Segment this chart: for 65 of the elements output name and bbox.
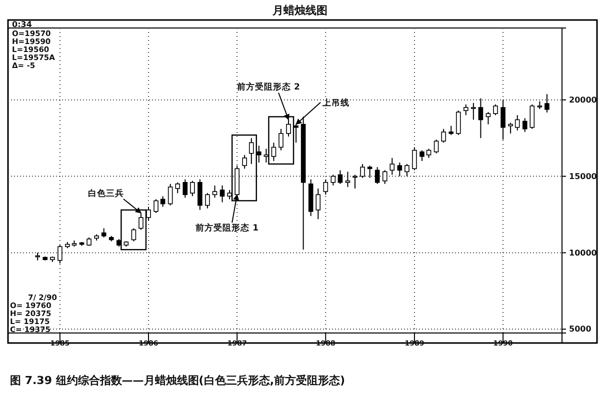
candlestick xyxy=(420,150,424,162)
candlestick xyxy=(168,183,173,206)
annotation: 白色三兵 xyxy=(88,188,124,199)
candlestick xyxy=(434,139,439,154)
candlestick xyxy=(248,138,254,165)
candlestick xyxy=(464,104,468,116)
candlestick xyxy=(138,212,144,230)
candlestick xyxy=(220,184,225,203)
y-tick-label: 20000 xyxy=(569,95,598,104)
candlestick xyxy=(544,94,550,113)
candlestick xyxy=(426,148,432,158)
candlestick xyxy=(360,164,365,178)
candlestick xyxy=(352,174,358,190)
candlestick xyxy=(441,128,446,144)
candlestick xyxy=(471,102,476,120)
candlestick xyxy=(500,99,506,140)
annotation: 前方受阻形态 2 xyxy=(236,82,300,93)
candlestick xyxy=(448,125,454,136)
candlestick xyxy=(264,148,269,164)
candlestick xyxy=(345,171,350,188)
candlestick xyxy=(286,119,291,138)
candlestick xyxy=(146,206,151,222)
candlestick xyxy=(374,166,380,184)
candlestick xyxy=(175,182,180,194)
candlestick xyxy=(227,190,232,200)
candlestick xyxy=(412,146,417,171)
y-tick-label: 5000 xyxy=(569,324,592,334)
candlestick xyxy=(278,128,284,151)
candlestick xyxy=(522,118,528,132)
candlestick xyxy=(190,180,195,197)
annotation: 上吊线 xyxy=(322,97,350,108)
candlestick xyxy=(256,145,262,164)
candlestick xyxy=(404,164,410,177)
candlestick xyxy=(101,228,106,238)
candlestick xyxy=(294,124,298,144)
candlestick xyxy=(530,104,535,130)
candlestick xyxy=(508,122,513,134)
candlestick xyxy=(154,198,158,214)
candlestick xyxy=(382,170,388,184)
candlestick xyxy=(198,178,202,210)
chart-title: 月蜡烛线图 xyxy=(272,4,328,17)
candlestick xyxy=(390,157,395,176)
caption: 图 7.39 纽约综合指数——月蜡烛线图(白色三兵形态,前方受阻形态) xyxy=(10,374,346,387)
candlestick xyxy=(205,192,210,209)
annotation: 0:34 xyxy=(12,20,32,29)
candlestick xyxy=(456,110,461,136)
candlestick xyxy=(182,178,188,198)
candlestick xyxy=(514,114,520,131)
candlestick xyxy=(212,184,218,198)
candlestick xyxy=(131,228,136,242)
candlestick xyxy=(486,112,491,125)
candlestick xyxy=(242,154,247,170)
candlestick xyxy=(323,178,328,196)
candlestick xyxy=(316,188,321,220)
candlestick xyxy=(478,98,484,139)
candlestick xyxy=(330,174,336,186)
candlestick xyxy=(58,244,62,264)
y-tick-label: 10000 xyxy=(569,248,598,258)
candlestick xyxy=(397,162,402,177)
candlestick xyxy=(338,170,343,184)
candlestick xyxy=(367,165,372,178)
annotation: 前方受阻形态 1 xyxy=(194,222,259,234)
candlestick xyxy=(271,142,276,162)
candlestick xyxy=(493,104,498,116)
y-tick-label: 15000 xyxy=(569,172,598,181)
